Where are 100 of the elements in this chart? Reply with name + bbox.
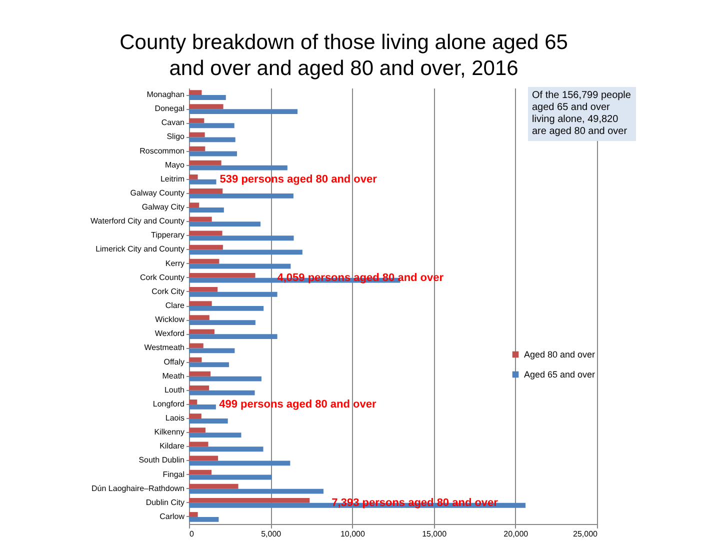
y-tick-label: Leitrim	[160, 174, 185, 184]
y-tick-label: Offaly	[164, 357, 184, 366]
y-tick-label: Kildare	[160, 442, 186, 451]
y-tick-label: Cavan	[161, 118, 184, 128]
bar	[189, 95, 226, 100]
y-tick-label: Louth	[164, 385, 184, 394]
y-tick-label: Westmeath	[144, 343, 184, 352]
bar	[189, 357, 202, 362]
bar	[189, 470, 212, 475]
bar	[189, 250, 302, 255]
y-tick-label: Mayo	[164, 160, 186, 170]
bar	[189, 244, 223, 250]
y-tick-label: Longford	[152, 399, 184, 408]
bar	[189, 137, 236, 142]
y-tick-label: Kerry	[165, 258, 184, 268]
legend-label: Aged 80 and over	[524, 350, 596, 360]
bar	[189, 306, 264, 311]
y-tick-label: Tipperary	[151, 230, 184, 240]
chart-title: County breakdown of those living alone aged 65 and over and aged 80 and over, 2016	[120, 31, 568, 80]
bar	[189, 488, 324, 494]
y-tick-label: Cork City	[152, 286, 184, 296]
bar	[189, 418, 228, 424]
bar	[189, 123, 234, 128]
bar	[189, 179, 216, 184]
bar	[189, 216, 212, 222]
bar	[189, 334, 278, 340]
x-tick-label: 20,000	[504, 530, 529, 538]
y-tick-label: Dún Laoghaire–Rathdown	[92, 484, 184, 493]
bar	[189, 371, 211, 376]
bar	[189, 362, 229, 368]
bar	[189, 118, 204, 124]
bar	[189, 390, 255, 396]
bar	[189, 202, 200, 208]
bar	[189, 512, 198, 517]
bar	[189, 90, 202, 96]
bar	[189, 385, 210, 390]
bar	[189, 188, 223, 194]
x-tick-label: 10,000	[340, 530, 366, 538]
y-tick-label: Meath	[162, 371, 184, 380]
bar	[189, 446, 264, 452]
x-tick-label: 15,000	[422, 530, 448, 538]
bar	[189, 146, 206, 152]
bar	[189, 272, 256, 278]
y-tick-label: Roscommon	[140, 146, 184, 156]
annotation: Of the 156,799 people aged 65 and over living alone, 49,820 are aged 80 and over	[528, 87, 636, 141]
bar	[189, 301, 212, 306]
x-tick-label: 25,000	[573, 530, 598, 538]
bar	[189, 236, 294, 241]
bar	[189, 151, 237, 156]
bar	[189, 230, 222, 236]
y-tick-label: Wicklow	[155, 315, 185, 324]
bar	[189, 474, 272, 480]
bar	[189, 165, 288, 170]
bar	[189, 428, 206, 433]
bar	[189, 414, 202, 419]
y-tick-label: Cork County	[140, 272, 184, 282]
bar	[189, 193, 294, 198]
bar	[189, 315, 210, 320]
x-tick-label: 0	[190, 530, 194, 538]
bar	[189, 132, 205, 138]
bar	[189, 287, 218, 292]
y-tick-label: Monaghan	[146, 90, 184, 100]
bar	[189, 222, 260, 227]
y-tick-label: South Dublin	[138, 456, 184, 465]
bar	[189, 258, 220, 264]
bar	[189, 109, 298, 114]
x-tick-label: 5,000	[261, 530, 282, 538]
y-tick-label: Waterford City and County	[90, 216, 184, 226]
y-tick-label: Laois	[165, 414, 184, 423]
bar	[189, 376, 262, 382]
bar	[189, 484, 238, 489]
bar	[189, 160, 222, 166]
y-tick-label: Fingal	[162, 470, 185, 479]
bar	[189, 320, 256, 325]
bar	[189, 460, 290, 466]
bar	[189, 442, 208, 447]
bar	[189, 329, 214, 334]
y-tick-label: Clare	[165, 301, 186, 310]
bar	[189, 432, 242, 438]
bar	[189, 343, 204, 348]
bar	[189, 516, 219, 522]
y-tick-label: Limerick City and County	[96, 244, 184, 254]
bar	[189, 208, 224, 212]
y-tick-label: Sligo	[166, 132, 186, 142]
y-tick-label: Galway County	[130, 188, 184, 198]
y-tick-label: Donegal	[154, 104, 185, 114]
bar	[189, 404, 216, 410]
bar	[189, 348, 235, 354]
bar	[189, 456, 218, 461]
bar	[189, 264, 291, 269]
y-tick-label: Wexford	[154, 329, 184, 338]
bar	[189, 104, 224, 110]
bar	[189, 498, 310, 503]
annotation: 539 persons aged 80 and over	[220, 173, 378, 186]
y-tick-label: Dublin City	[146, 498, 184, 507]
y-tick-label: Kilkenny	[154, 428, 184, 437]
annotation: 499 persons aged 80 and over	[219, 398, 377, 410]
bar	[189, 174, 198, 180]
y-tick-label: Galway City	[142, 202, 184, 212]
y-tick-label: Carlow	[160, 512, 185, 521]
